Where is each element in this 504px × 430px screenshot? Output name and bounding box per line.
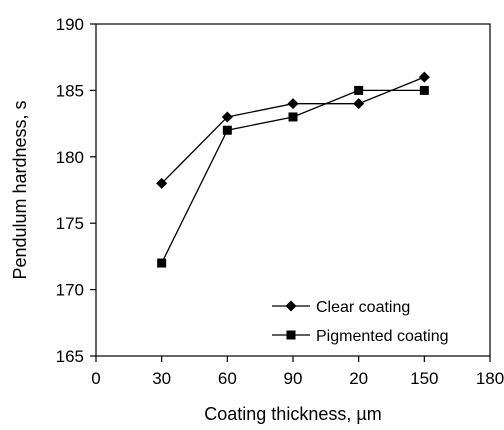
ticks: 0 30 60 90 20 150 180 165 170 175 180 185 190 <box>56 15 504 388</box>
y-axis-title: Pendulum hardness, s <box>10 100 30 279</box>
x-tick-label: 180 <box>476 369 504 388</box>
data-point-clear-coating <box>221 111 233 123</box>
legend-label-clear-coating: Clear coating <box>316 299 410 316</box>
legend-marker-clear-coating <box>285 300 297 312</box>
series-layer <box>156 71 430 268</box>
data-point-clear-coating <box>353 98 365 110</box>
data-point-clear-coating <box>418 71 430 83</box>
series-clear-coating <box>156 71 430 189</box>
data-point-pigmented-coating <box>354 85 364 95</box>
y-tick-label: 175 <box>56 214 84 233</box>
y-tick-label: 165 <box>56 347 84 366</box>
legend: Clear coating Pigmented coating <box>272 299 449 345</box>
x-tick-label: 30 <box>152 369 171 388</box>
data-point-pigmented-coating <box>288 112 298 122</box>
x-tick-label: 0 <box>91 369 100 388</box>
x-tick-label: 90 <box>284 369 303 388</box>
legend-label-pigmented-coating: Pigmented coating <box>316 328 449 345</box>
y-tick-label: 185 <box>56 81 84 100</box>
x-axis-title: Coating thickness, µm <box>204 404 381 424</box>
data-point-pigmented-coating <box>157 258 167 268</box>
x-tick-label: 60 <box>218 369 237 388</box>
x-tick-label: 20 <box>349 369 368 388</box>
data-point-clear-coating <box>156 177 168 189</box>
data-point-clear-coating <box>287 98 299 110</box>
series-pigmented-coating <box>157 85 429 268</box>
data-point-pigmented-coating <box>222 125 232 135</box>
x-tick-label: 150 <box>410 369 438 388</box>
y-tick-label: 180 <box>56 148 84 167</box>
series-line-clear-coating <box>161 76 425 184</box>
legend-marker-pigmented-coating <box>286 330 296 340</box>
y-tick-label: 190 <box>56 15 84 34</box>
y-tick-label: 170 <box>56 281 84 300</box>
data-point-pigmented-coating <box>419 85 429 95</box>
